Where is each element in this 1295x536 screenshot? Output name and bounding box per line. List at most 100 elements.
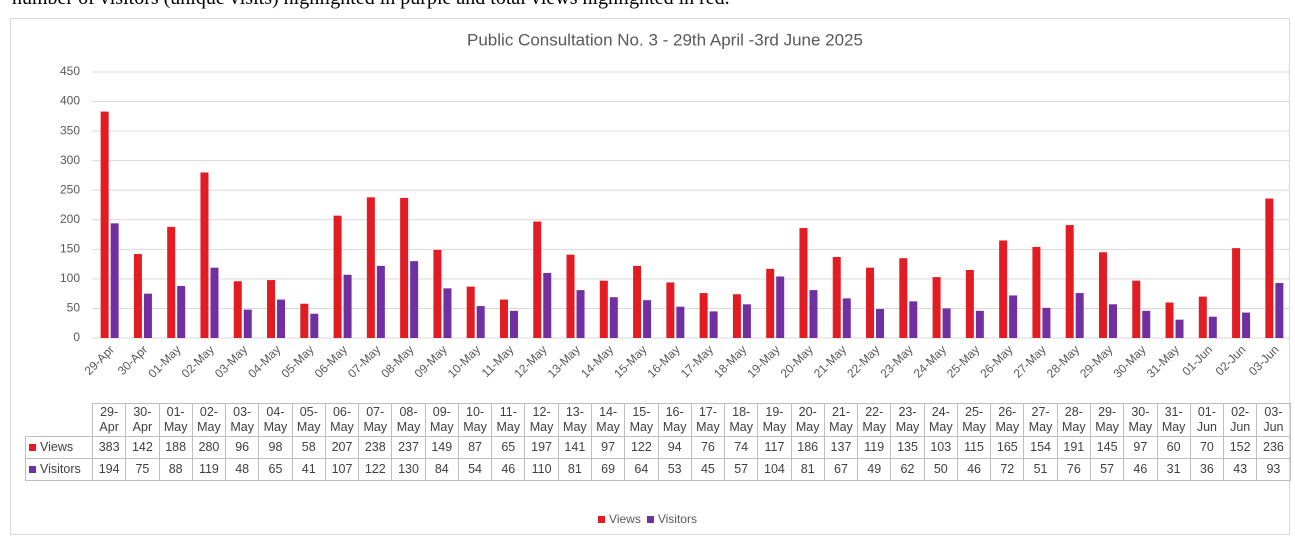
table-cell: 104 — [757, 458, 792, 481]
bar — [1198, 296, 1207, 338]
table-header-cell: 03-Jun — [1256, 403, 1291, 437]
table-header-cell: 30-May — [1123, 403, 1158, 437]
table-cell: 88 — [158, 458, 193, 481]
table-cell: 57 — [1089, 458, 1125, 481]
x-tick-label: 23-May — [877, 342, 915, 380]
y-tick-label: 0 — [73, 330, 80, 344]
table-header-cell: 06-May — [324, 403, 360, 437]
table-cell: 107 — [324, 458, 360, 481]
bar — [1232, 248, 1241, 338]
bar — [533, 221, 542, 338]
x-tick-label: 05-May — [278, 342, 316, 380]
x-tick-label: 21-May — [811, 342, 849, 380]
table-header-cell: 19-May — [757, 403, 792, 437]
table-cell: 72 — [990, 458, 1025, 481]
table-cell: 70 — [1189, 436, 1225, 459]
table-header-cell: 31-May — [1156, 403, 1191, 437]
bar — [433, 249, 442, 338]
table-header-cell: 05-May — [291, 403, 326, 437]
chart-frame — [10, 18, 1290, 535]
x-tick-label: 22-May — [844, 342, 882, 380]
table-cell: 186 — [790, 436, 825, 459]
x-tick-label: 02-May — [179, 342, 217, 380]
table-cell: 93 — [1256, 458, 1291, 481]
bar — [1265, 198, 1274, 338]
bar — [376, 265, 385, 338]
table-cell: 98 — [258, 436, 293, 459]
y-tick-label: 200 — [60, 212, 80, 226]
bar — [666, 282, 675, 338]
x-tick-label: 12-May — [511, 342, 549, 380]
x-tick-label: 08-May — [378, 342, 416, 380]
table-header-cell: 23-May — [890, 403, 925, 437]
x-tick-label: 06-May — [312, 342, 350, 380]
table-cell: 60 — [1156, 436, 1191, 459]
bar — [609, 297, 618, 338]
table-row: Views 383 142 188 280 96 98 58 207 238 237 149 87 65 1… — [25, 436, 1291, 459]
table-header-cell: 27-May — [1023, 403, 1058, 437]
bar — [277, 299, 286, 338]
x-tick-label: 03-May — [212, 342, 250, 380]
bar — [509, 310, 518, 338]
bar — [932, 277, 941, 338]
table-cell: 122 — [358, 458, 393, 481]
y-tick-label: 450 — [60, 64, 80, 78]
table-header-cell: 13-May — [557, 403, 592, 437]
bar — [1042, 307, 1051, 338]
table-cell: 207 — [324, 436, 360, 459]
table-cell: 117 — [757, 436, 792, 459]
bar — [543, 272, 552, 338]
bar — [643, 300, 652, 338]
bar — [799, 228, 808, 338]
bar — [776, 276, 785, 338]
bar — [699, 293, 708, 338]
bar — [732, 294, 741, 338]
table-cell: 145 — [1089, 436, 1125, 459]
x-tick-label: 28-May — [1044, 342, 1082, 380]
x-tick-label: 29-Apr — [82, 342, 117, 377]
bar — [110, 223, 119, 338]
table-cell: 238 — [358, 436, 393, 459]
bar — [333, 215, 342, 338]
bar — [832, 257, 841, 338]
bar — [133, 254, 142, 338]
legend-swatch — [598, 516, 606, 523]
table-header-cell: 01-Jun — [1189, 403, 1225, 437]
bar — [909, 301, 918, 338]
table-row: Visitors 194 75 88 119 48 65 41 107 122 130 84 54 46 1… — [25, 458, 1291, 481]
table-header-cell: 09-May — [424, 403, 459, 437]
bar — [410, 261, 419, 338]
x-tick-label: 29-May — [1077, 342, 1115, 380]
bar — [310, 313, 319, 338]
bar — [300, 303, 309, 338]
bar — [709, 311, 718, 338]
x-tick-label: 19-May — [744, 342, 782, 380]
bar — [766, 268, 775, 338]
table-cell: 84 — [424, 458, 459, 481]
table-header-cell: 17-May — [690, 403, 726, 437]
bar — [100, 111, 109, 338]
table-cell: 65 — [491, 436, 526, 459]
table-header-cell: 18-May — [724, 403, 759, 437]
table-cell: 97 — [1123, 436, 1158, 459]
table-cell: 65 — [258, 458, 293, 481]
table-cell: 51 — [1023, 458, 1058, 481]
bar — [1208, 316, 1217, 338]
table-cell: 46 — [1123, 458, 1158, 481]
x-tick-label: 01-May — [145, 342, 183, 380]
table-cell: 81 — [557, 458, 592, 481]
bar — [866, 267, 875, 338]
table-header-cell: 26-May — [990, 403, 1025, 437]
table-cell: 103 — [923, 436, 958, 459]
x-tick-label: 31-May — [1144, 342, 1182, 380]
table-cell: 87 — [457, 436, 493, 459]
x-tick-label: 16-May — [645, 342, 683, 380]
table-cell: 110 — [524, 458, 559, 481]
legend-swatch — [29, 444, 36, 451]
table-cell: 76 — [690, 436, 726, 459]
table-cell: 41 — [291, 458, 326, 481]
legend-item: Visitors — [646, 512, 697, 526]
x-tick-label: 09-May — [412, 342, 450, 380]
bar — [676, 306, 685, 338]
